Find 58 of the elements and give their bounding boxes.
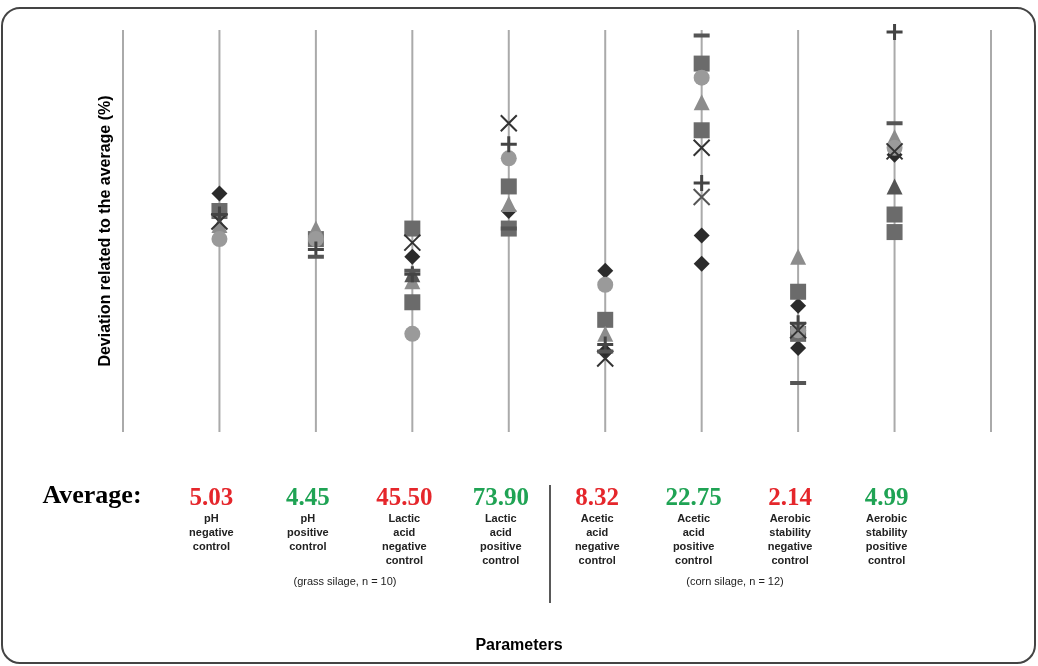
point [885, 142, 904, 161]
x-tick-label: Lactic acid negative control [382, 512, 427, 566]
point [790, 283, 807, 300]
x-tick-label: Lactic acid positive control [479, 512, 522, 566]
text: (grass silage, n = 10) [293, 575, 397, 587]
text: 5.03 [189, 483, 234, 510]
point [404, 294, 421, 311]
x-axis-title: Parameters [475, 636, 563, 653]
point [500, 195, 517, 212]
x-tick-label: pH negative control [189, 512, 234, 552]
point [790, 248, 807, 265]
point [693, 227, 710, 244]
x-tick-label: Aerobic stability negative control [767, 512, 813, 566]
text: 2.14 [768, 483, 813, 510]
point [403, 233, 422, 252]
point [499, 134, 519, 154]
y-axis-title: Deviation related to the average (%) [96, 95, 113, 367]
text: (corn silage, n = 12) [686, 575, 784, 587]
point [597, 311, 614, 328]
point [500, 178, 517, 195]
point [886, 178, 903, 195]
point [693, 255, 710, 272]
point [790, 339, 807, 356]
point [596, 349, 615, 368]
point [693, 94, 710, 111]
point [597, 276, 614, 293]
point [404, 220, 421, 237]
point [693, 122, 710, 139]
text: Average: [42, 480, 142, 509]
point [885, 22, 905, 42]
point [886, 206, 903, 223]
x-tick-label: pH positive control [287, 512, 329, 552]
text: 73.90 [472, 483, 529, 510]
text: 45.50 [376, 483, 433, 510]
point [211, 231, 228, 248]
x-tick-label: Aerobic stability positive control [865, 512, 909, 566]
point [692, 187, 711, 206]
point [209, 205, 229, 225]
text: 8.32 [575, 483, 620, 510]
point [499, 114, 518, 133]
point [790, 297, 807, 314]
point [210, 212, 229, 231]
point [404, 248, 421, 265]
point [404, 325, 421, 342]
x-tick-label: Acetic acid positive control [672, 512, 715, 566]
point [597, 262, 614, 279]
point [692, 138, 711, 157]
point [693, 55, 710, 72]
text: 22.75 [665, 483, 722, 510]
point [788, 313, 808, 333]
text: 4.45 [286, 483, 330, 510]
point [692, 173, 712, 193]
point [500, 150, 517, 167]
text: 4.99 [864, 483, 909, 510]
x-tick-label: Acetic acid negative control [574, 512, 620, 566]
point [693, 69, 710, 86]
point [886, 224, 903, 241]
point [211, 185, 228, 202]
